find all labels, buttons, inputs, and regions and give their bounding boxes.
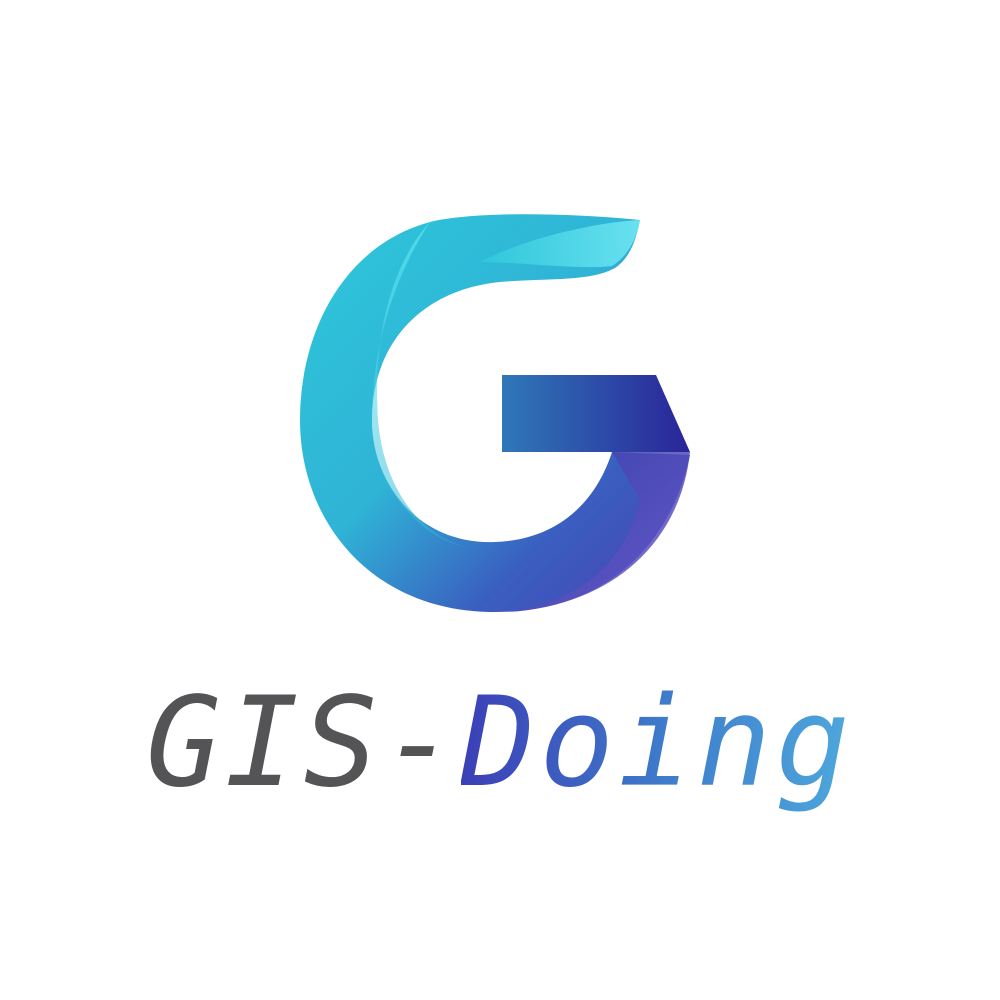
g-crossbar	[502, 375, 690, 452]
wordmark-prefix: GIS-	[146, 671, 461, 815]
wordmark-suffix: Doing	[461, 668, 854, 818]
g-top-highlight	[480, 220, 640, 268]
wordmark: GIS-Doing	[0, 668, 1000, 818]
g-lower-fold	[510, 452, 690, 612]
g-outer-arc	[300, 214, 690, 613]
